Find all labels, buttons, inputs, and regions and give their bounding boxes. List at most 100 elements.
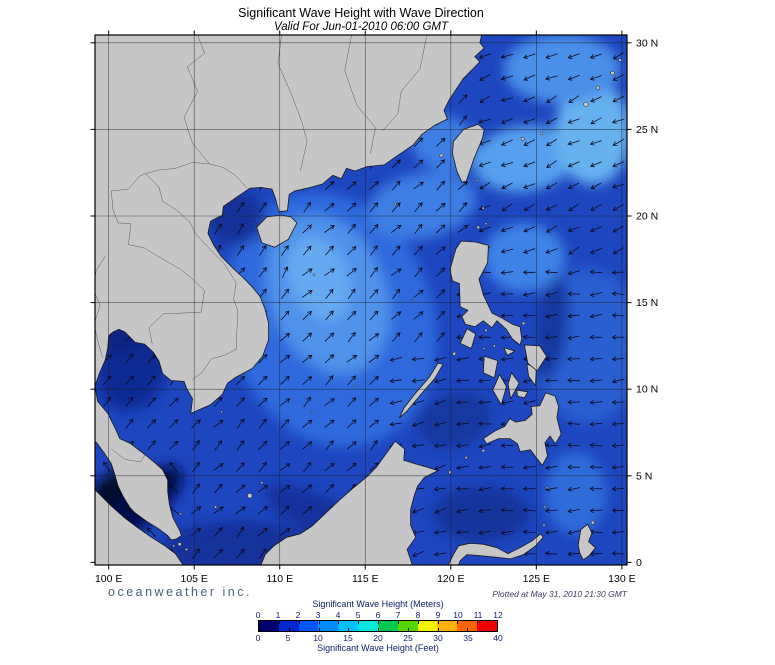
- island-batam: [172, 544, 176, 548]
- colorbar-segment: [477, 621, 497, 631]
- lat-tick-label: 20 N: [636, 210, 658, 222]
- meters-tick-label: 11: [473, 610, 483, 620]
- colorbar-segment: [377, 621, 398, 631]
- colorbar-segment: [318, 621, 339, 631]
- colorbar-segment: [437, 621, 458, 631]
- colorbar-feet-tick: [378, 628, 379, 631]
- colorbar-meter-tick: [497, 621, 498, 624]
- legend-feet-label: Significant Wave Height (Feet): [317, 643, 439, 653]
- land-panay: [482, 355, 499, 379]
- island-babuyan: [476, 225, 480, 230]
- lon-tick-label: 130 E: [608, 573, 635, 585]
- island-orchid-island: [476, 179, 479, 182]
- legend-meters-scale: 0 1 2 3 4 5 6 7 8 9 10 11 12: [255, 609, 503, 620]
- border-thailand-cambodia: [148, 311, 202, 345]
- colorbar-segment: [259, 621, 279, 631]
- colorbar-meter-tick: [477, 621, 479, 624]
- legend-meters-label: Significant Wave Height (Meters): [312, 599, 444, 609]
- meters-tick-label: 3: [315, 610, 321, 620]
- island-natuna-north: [260, 481, 264, 485]
- land-mainland-asia: [95, 35, 485, 541]
- colorbar-feet-tick: [318, 628, 320, 631]
- land-cebu: [507, 372, 520, 400]
- island-marinduque: [484, 328, 488, 332]
- island-sangihe: [543, 505, 547, 509]
- border-china-province-2: [344, 35, 376, 154]
- border-china-province-1: [277, 35, 308, 172]
- chart-subtitle: Valid For Jun-01-2010 06:00 GMT: [273, 21, 449, 33]
- colorbar-feet-tick: [348, 628, 350, 631]
- border-china-province-3: [382, 35, 428, 132]
- lon-tick-label: 115 E: [352, 573, 379, 585]
- lon-tick-label: 120 E: [437, 573, 464, 585]
- island-sibuyan: [492, 344, 496, 348]
- island-tokara: [618, 58, 622, 62]
- meters-tick-label: 8: [415, 610, 421, 620]
- land-samar: [524, 344, 547, 372]
- island-miyako: [539, 132, 544, 136]
- border-china-vietnam: [145, 162, 248, 189]
- island-amami-south: [595, 85, 600, 90]
- island-sangihe-south: [542, 523, 546, 527]
- axis-labels: 100 E 105 E 110 E 115 E 120 E 125 E 130 E0 5 N 1…: [95, 37, 658, 585]
- land-masses: [95, 35, 622, 565]
- island-natuna: [247, 493, 253, 499]
- meters-tick-label: 2: [295, 610, 301, 620]
- colorbar-meter-tick: [378, 621, 379, 624]
- colorbar-meter-tick: [437, 621, 439, 624]
- island-babuyan-east: [484, 222, 488, 226]
- meters-tick-label: 4: [335, 610, 341, 620]
- plotted-timestamp: Plotted at May 31, 2010 21:30 GMT: [492, 589, 627, 599]
- island-okinawa: [583, 101, 589, 107]
- land-negros: [492, 374, 507, 406]
- lat-tick-label: 15 N: [636, 297, 658, 309]
- meters-tick-label: 7: [395, 610, 401, 620]
- colorbar-meter-tick: [397, 621, 399, 624]
- land-bohol: [516, 389, 529, 399]
- island-sangihe-north: [546, 486, 549, 490]
- colorbar-segment: [417, 621, 438, 631]
- island-bintan: [177, 542, 182, 547]
- lon-tick-label: 110 E: [266, 573, 293, 585]
- land-taiwan: [452, 123, 485, 183]
- wave-blob-scs-light-core: [287, 236, 351, 320]
- wave-blob-ryukyu-light: [555, 80, 627, 185]
- colorbar-meter-tick: [338, 621, 340, 624]
- colorbar-meter-tick: [318, 621, 320, 624]
- colorbar-meter-tick: [278, 621, 280, 624]
- land-halmahera: [577, 523, 596, 561]
- lat-tick-label: 0: [636, 557, 642, 569]
- colorbar-feet-tick: [288, 628, 290, 631]
- lat-tick-label: 30 N: [636, 37, 658, 49]
- island-pratas: [393, 202, 397, 206]
- feet-tick-label: 10: [313, 633, 323, 643]
- oceanweather-logo: oceanweather inc.: [108, 585, 252, 599]
- island-con-dao: [220, 410, 223, 413]
- chart-title: Significant Wave Height with Wave Direct…: [238, 6, 484, 20]
- island-amami: [610, 70, 615, 76]
- colorbar-feet-tick: [437, 628, 439, 631]
- feet-tick-label: 40: [493, 633, 503, 643]
- island-riau: [184, 547, 189, 551]
- wave-blob-celebes-dark: [433, 486, 530, 542]
- legend-feet-scale: 0 5 10 15 20 25 30 35 40: [255, 632, 503, 643]
- land-sumatra: [95, 489, 184, 565]
- colorbar-meter-tick: [298, 621, 300, 624]
- border-thailand-myanmar: [95, 255, 106, 359]
- border-malaysia-thailand: [111, 448, 146, 463]
- feet-tick-label: 0: [255, 633, 261, 643]
- colorbar-meter-tick: [457, 621, 459, 624]
- island-tioman: [179, 512, 182, 516]
- island-yaeyama: [520, 136, 525, 141]
- wave-blob-molucca: [544, 451, 607, 535]
- meters-tick-label: 0: [255, 610, 261, 620]
- island-batanes: [481, 206, 485, 210]
- colorbar-segment: [358, 621, 378, 631]
- land-sulawesi: [447, 533, 544, 565]
- land-palawan: [399, 362, 444, 419]
- meters-tick-label: 5: [355, 610, 361, 620]
- border-china-province-4: [183, 35, 210, 165]
- border-china-laos-myanmar: [111, 173, 146, 210]
